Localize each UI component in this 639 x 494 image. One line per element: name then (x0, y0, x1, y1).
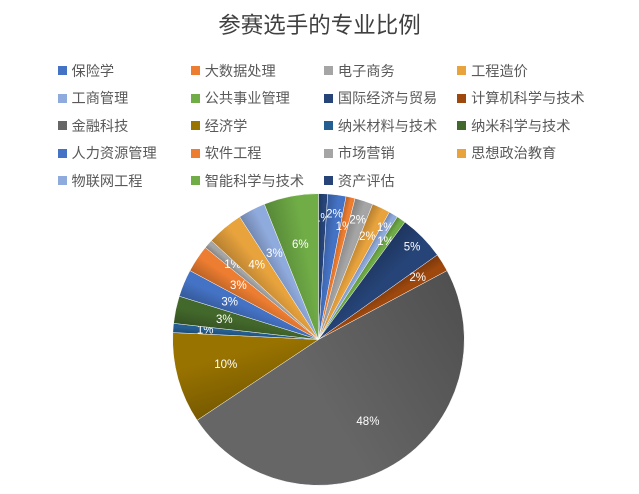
svg-text:2%: 2% (409, 272, 426, 284)
svg-text:3%: 3% (216, 314, 233, 326)
svg-text:6%: 6% (292, 239, 309, 251)
svg-text:5%: 5% (404, 241, 421, 253)
svg-text:4%: 4% (248, 260, 265, 272)
svg-text:3%: 3% (266, 248, 283, 260)
svg-text:10%: 10% (214, 359, 237, 371)
svg-text:3%: 3% (230, 280, 247, 292)
svg-text:48%: 48% (356, 416, 379, 428)
svg-text:3%: 3% (221, 296, 238, 308)
svg-text:2%: 2% (326, 208, 343, 220)
svg-text:2%: 2% (349, 214, 366, 226)
